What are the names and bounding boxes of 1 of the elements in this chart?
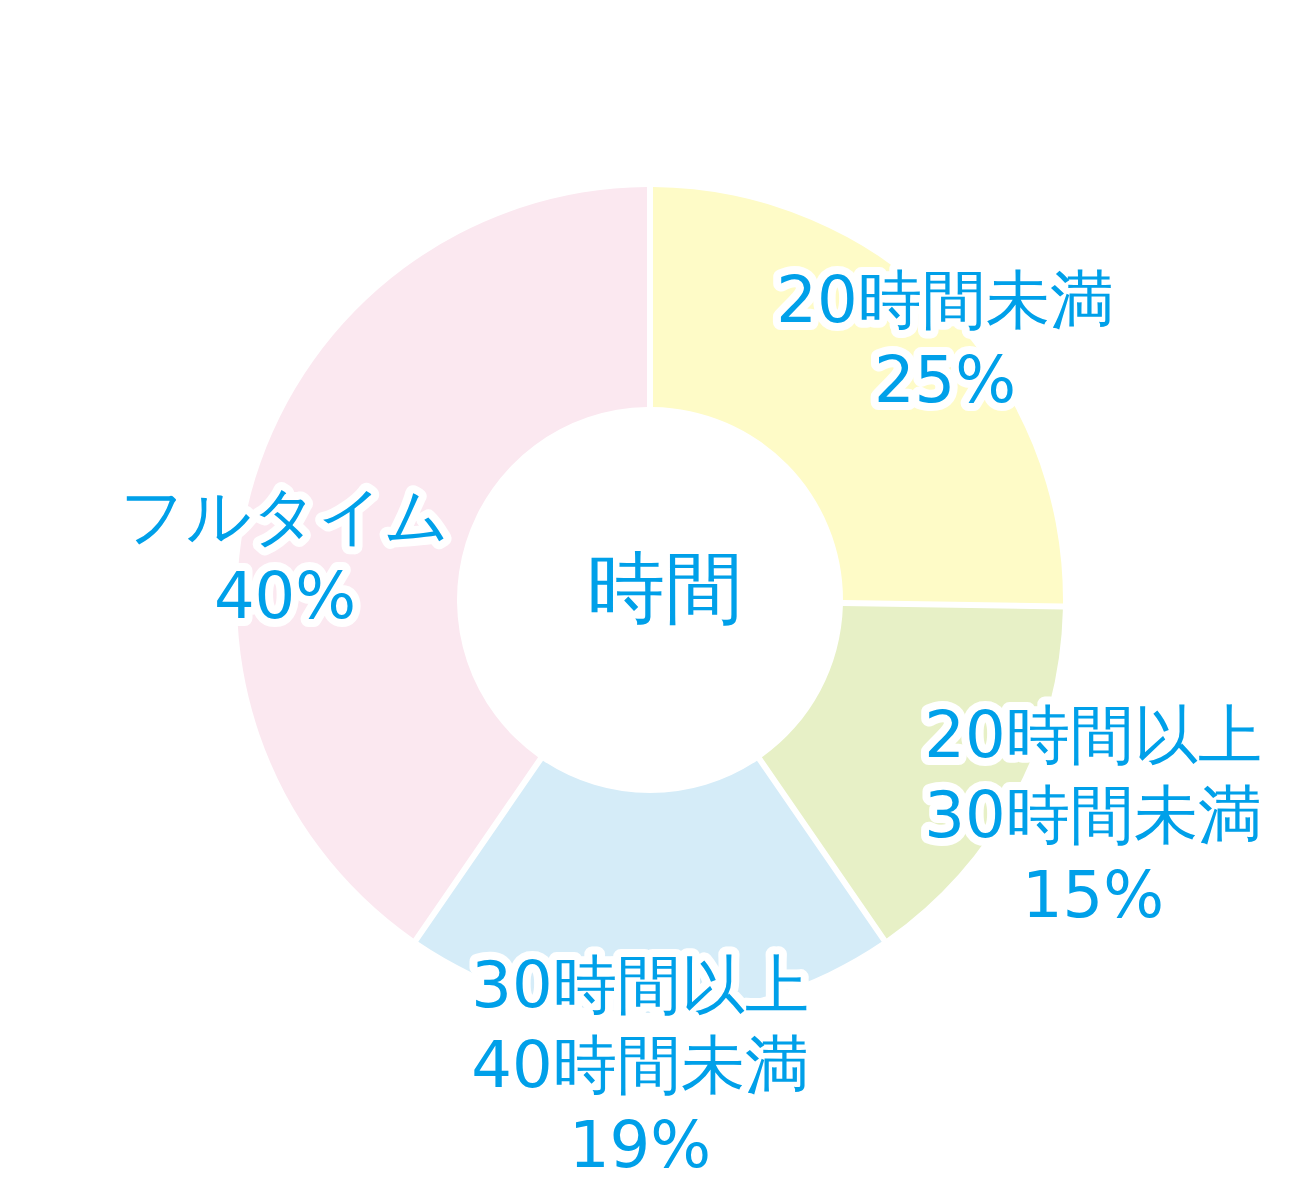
title: 時間 xyxy=(587,543,743,633)
